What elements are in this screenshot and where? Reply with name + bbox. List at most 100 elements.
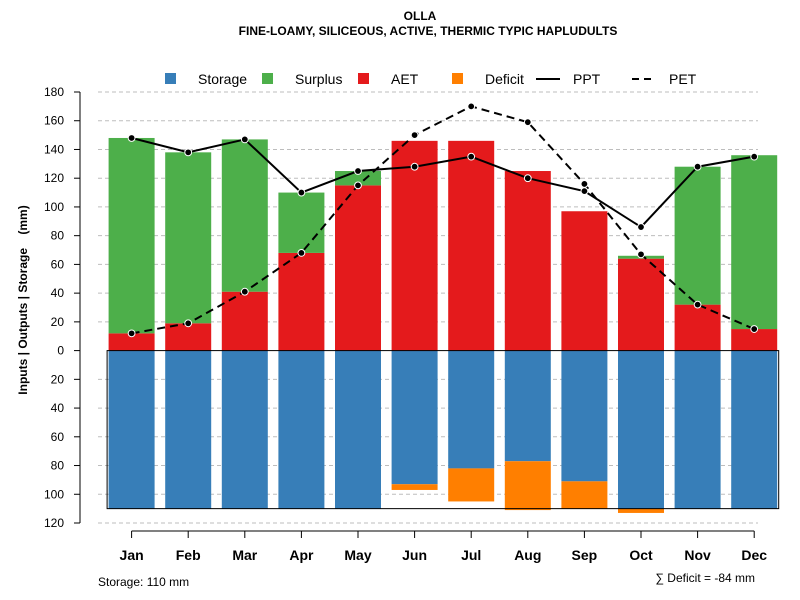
bar-storage (504, 350, 551, 462)
bar-surplus (165, 152, 212, 324)
legend-item-surplus: Surplus (262, 71, 342, 87)
bar-storage (108, 350, 155, 509)
storage-frame (106, 350, 780, 510)
point-pet (467, 102, 476, 111)
point-pet (184, 319, 193, 328)
line-pet (131, 105, 755, 335)
y-tick-label: 20 (51, 372, 65, 386)
y-tick-label: 120 (44, 171, 64, 185)
bar-storage (165, 350, 212, 509)
bar-deficit (504, 461, 551, 511)
bar-surplus (278, 192, 325, 253)
point-ppt (580, 187, 589, 196)
point-pet (410, 131, 419, 140)
lines (127, 102, 759, 338)
bar-surplus (674, 166, 721, 305)
bar-storage (618, 350, 664, 509)
point-ppt (410, 162, 419, 171)
storage-capacity-box (106, 350, 780, 510)
y-tick-label: 40 (51, 401, 65, 415)
bar-storage (448, 350, 495, 469)
legend-label: Deficit (485, 71, 524, 87)
bar-aet (561, 211, 608, 351)
line-ppt (131, 137, 755, 229)
chart-title: OLLA (404, 9, 437, 23)
bar-deficit (561, 481, 608, 509)
point-ppt (240, 135, 249, 144)
point-ppt (297, 188, 306, 197)
bar-aet (278, 252, 325, 351)
point-pet (750, 325, 759, 333)
bars (108, 137, 778, 513)
y-tick-label: 40 (51, 286, 65, 300)
y-tick-label: 160 (44, 114, 64, 128)
point-ppt (467, 152, 476, 161)
y-tick-label: 120 (44, 516, 64, 530)
legend-label: AET (391, 71, 419, 87)
bar-deficit (448, 468, 495, 502)
x-tick-label: Jul (461, 547, 481, 563)
bar-storage (731, 350, 778, 509)
storage-footer: Storage: 110 mm (98, 575, 189, 589)
y-axis: 180 160 140 120 100 80 60 40 20 0 20 40 60 80 100 120 (44, 85, 81, 530)
point-ppt (354, 167, 362, 175)
x-tick-label: Oct (629, 547, 653, 563)
point-pet (523, 118, 532, 127)
x-tick-label: Jan (120, 547, 144, 563)
bar-aet (221, 291, 268, 351)
bar-surplus (221, 139, 268, 292)
y-tick-label: 60 (51, 430, 65, 444)
x-tick-label: Nov (684, 547, 711, 563)
bar-aet (618, 258, 664, 351)
bar-aet (108, 333, 155, 351)
legend-swatch (262, 73, 273, 84)
bar-aet (391, 140, 438, 351)
bar-storage (674, 350, 721, 509)
bar-aet (504, 171, 551, 351)
point-pet (354, 181, 362, 190)
point-pet (580, 180, 589, 188)
y-tick-label: 60 (51, 257, 65, 271)
legend-item-storage: Storage (165, 71, 247, 87)
legend-label: PET (669, 71, 697, 87)
x-axis: Jan Feb Mar Apr May Jun Jul Aug Sep Oct Nov Dec (120, 530, 767, 563)
bar-storage (278, 350, 325, 509)
y-axis-label: Inputs | Outputs | Storage (mm) (16, 205, 30, 394)
legend-swatch (165, 73, 176, 84)
bar-deficit (391, 484, 438, 490)
bar-aet (335, 185, 381, 351)
legend-item-pet: PET (632, 71, 697, 87)
y-tick-label: 100 (44, 200, 64, 214)
legend-label: Storage (198, 71, 247, 87)
legend-swatch (452, 73, 463, 84)
y-tick-label: 140 (44, 142, 64, 156)
x-tick-label: Mar (232, 547, 257, 563)
point-ppt (693, 162, 702, 171)
point-pet (240, 287, 249, 296)
point-ppt (127, 134, 136, 142)
legend-label: PPT (573, 71, 601, 87)
legend-item-ppt: PPT (536, 71, 601, 87)
y-tick-label: 100 (44, 487, 64, 501)
bar-aet (165, 323, 212, 351)
bar-storage (561, 350, 608, 482)
legend-item-deficit: Deficit (452, 71, 524, 87)
y-tick-label: 80 (51, 229, 65, 243)
x-tick-label: Feb (176, 547, 201, 563)
bar-storage (221, 350, 268, 509)
point-ppt (750, 152, 759, 161)
y-tick-label: 20 (51, 315, 65, 329)
x-tick-label: Jun (402, 547, 427, 563)
bar-aet (731, 329, 778, 351)
bar-deficit (618, 508, 664, 513)
bar-surplus (108, 137, 155, 334)
x-tick-label: May (344, 547, 371, 563)
point-ppt (637, 223, 645, 231)
x-tick-label: Apr (289, 547, 314, 563)
point-pet (297, 249, 306, 257)
y-tick-label: 180 (44, 85, 64, 99)
legend-swatch (358, 73, 369, 84)
x-tick-label: Sep (572, 547, 598, 563)
legend-item-aet: AET (358, 71, 419, 87)
x-tick-label: Aug (514, 547, 541, 563)
